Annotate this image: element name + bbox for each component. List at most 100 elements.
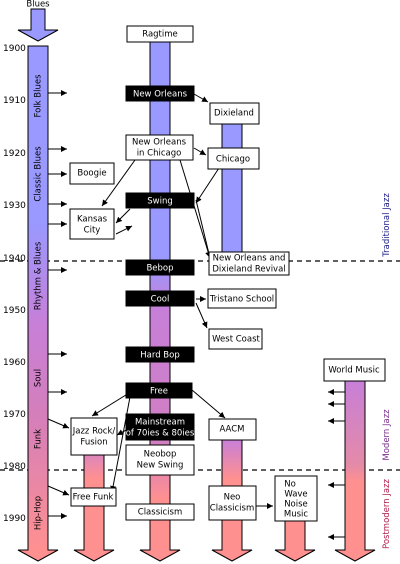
node-free: Free xyxy=(125,382,193,399)
arrow xyxy=(193,147,207,156)
node-boogie: Boogie xyxy=(69,162,115,185)
jazz-rock-label-1: Jazz Rock/ xyxy=(72,427,116,437)
arrow xyxy=(47,418,70,429)
node-bebop: Bebop xyxy=(125,259,195,276)
node-mainstream: Mainstream of 70ies & 80ies xyxy=(125,413,195,441)
jazz-rock-label-2: Fusion xyxy=(80,438,107,448)
mainstream-label-1: Mainstream xyxy=(135,418,185,428)
connector-arrows xyxy=(47,90,345,540)
node-classicism: Classicism xyxy=(125,503,195,521)
node-no-wave: No Wave Noise Music xyxy=(274,475,318,522)
new-orleans-chicago-label-2: in Chicago xyxy=(137,149,182,159)
arrow xyxy=(179,159,212,259)
classic-blues-label: Classic Blues xyxy=(34,146,44,202)
blues-top-arrow xyxy=(17,8,59,42)
free-label: Free xyxy=(150,387,168,397)
boogie-label: Boogie xyxy=(77,169,106,179)
soul-label: Soul xyxy=(34,369,44,387)
mainstream-label-2: of 70ies & 80ies xyxy=(126,429,195,439)
tristano-label: Tristano School xyxy=(209,295,274,305)
west-coast-label: West Coast xyxy=(212,335,260,345)
node-cool: Cool xyxy=(125,290,195,307)
node-swing: Swing xyxy=(125,192,195,209)
node-new-orleans-chicago: New Orleans in Chicago xyxy=(125,134,194,161)
node-revival: New Orleans and Dixieland Revival xyxy=(208,251,290,276)
new-orleans-chicago-label-1: New Orleans xyxy=(132,138,187,148)
free-funk-label: Free Funk xyxy=(73,493,114,503)
year-label: 1950 xyxy=(3,306,26,316)
year-label: 1980 xyxy=(3,462,26,472)
kansas-city-label-1: Kansas xyxy=(77,215,108,225)
rhythm-blues-label: Rhythm & Blues xyxy=(34,241,44,310)
aacm-label: AACM xyxy=(220,425,245,435)
revival-label-2: Dixieland Revival xyxy=(212,265,285,275)
node-ragtime: Ragtime xyxy=(126,25,194,43)
bebop-label: Bebop xyxy=(146,264,173,274)
arrow xyxy=(195,167,220,204)
year-label: 1960 xyxy=(3,358,26,368)
blues-bar xyxy=(17,45,59,562)
no-wave-label-4: Music xyxy=(284,510,309,520)
no-wave-label-3: Noise xyxy=(284,500,308,510)
node-world-music: World Music xyxy=(323,358,386,382)
arrow xyxy=(110,396,131,493)
era-modern-label: Modern Jazz xyxy=(382,409,392,461)
year-label: 1940 xyxy=(3,254,26,264)
no-wave-label-1: No xyxy=(284,480,296,490)
dixieland-label: Dixieland xyxy=(214,109,254,119)
node-neo-classicism: Neo Classicism xyxy=(208,485,257,521)
neo-classicism-label-2: Classicism xyxy=(210,504,254,514)
cool-label: Cool xyxy=(151,295,170,305)
jazz-rock-bar xyxy=(73,454,115,562)
world-music-label: World Music xyxy=(328,366,380,376)
node-dixieland: Dixieland xyxy=(209,102,260,125)
arrow xyxy=(47,485,70,496)
arrow xyxy=(115,225,133,235)
node-hard-bop: Hard Bop xyxy=(125,346,195,363)
node-chicago: Chicago xyxy=(207,147,260,170)
arrow xyxy=(101,159,136,207)
revival-label-1: New Orleans and xyxy=(213,254,286,264)
node-west-coast: West Coast xyxy=(208,328,263,350)
node-new-orleans: New Orleans xyxy=(125,85,195,102)
arrow xyxy=(195,302,208,329)
kansas-city-label-2: City xyxy=(84,226,101,236)
arrow xyxy=(115,208,131,224)
dixieland-bar xyxy=(221,123,243,259)
node-jazz-rock: Jazz Rock/ Fusion xyxy=(70,417,118,456)
neobop-label-2: New Swing xyxy=(137,461,184,471)
node-tristano: Tristano School xyxy=(207,288,277,309)
node-free-funk: Free Funk xyxy=(70,487,117,507)
hip-hop-label: Hip-Hop xyxy=(34,496,44,530)
no-wave-label-2: Wave xyxy=(284,490,307,500)
year-label: 1970 xyxy=(3,410,26,420)
arrow xyxy=(195,199,212,259)
arrow xyxy=(191,389,226,419)
neo-classicism-label-1: Neo xyxy=(224,493,241,503)
neobop-label-1: Neobop xyxy=(144,450,177,460)
node-kansas-city: Kansas City xyxy=(69,208,115,240)
year-label: 1920 xyxy=(3,149,26,159)
node-neobop: Neobop New Swing xyxy=(125,444,195,476)
no-wave-bar xyxy=(274,519,316,562)
classicism-label: Classicism xyxy=(138,508,182,518)
arrow xyxy=(193,93,209,103)
year-label: 1930 xyxy=(3,201,26,211)
blues-top-label: Blues xyxy=(26,0,50,10)
year-axis: 1900 1910 1920 1930 1940 1950 1960 1970 … xyxy=(3,44,26,524)
ragtime-label: Ragtime xyxy=(142,30,178,40)
year-label: 1910 xyxy=(3,96,26,106)
year-label: 1900 xyxy=(3,44,26,54)
era-postmodern-label: Postmodern Jazz xyxy=(382,478,392,549)
year-label: 1990 xyxy=(3,514,26,524)
funk-label: Funk xyxy=(34,429,44,449)
hard-bop-label: Hard Bop xyxy=(140,351,179,361)
new-orleans-label: New Orleans xyxy=(133,90,188,100)
folk-blues-label: Folk Blues xyxy=(34,74,44,118)
chicago-label: Chicago xyxy=(216,155,250,165)
node-aacm: AACM xyxy=(208,418,257,441)
world-music-bar xyxy=(334,379,376,562)
era-traditional-label: Traditional Jazz xyxy=(382,193,392,258)
swing-label: Swing xyxy=(147,197,173,207)
